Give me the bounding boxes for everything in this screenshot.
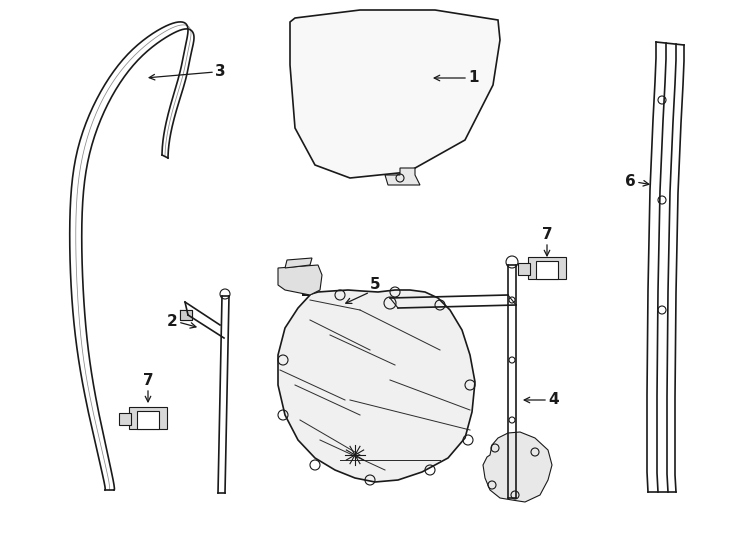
Text: 4: 4 <box>548 393 559 408</box>
Text: 6: 6 <box>625 174 636 190</box>
Polygon shape <box>483 432 552 502</box>
Polygon shape <box>278 265 322 295</box>
Polygon shape <box>385 168 420 185</box>
Polygon shape <box>278 290 475 482</box>
Bar <box>528 257 566 279</box>
Text: 7: 7 <box>142 373 153 388</box>
Text: 5: 5 <box>370 277 381 292</box>
Text: 1: 1 <box>468 71 479 85</box>
Text: 3: 3 <box>215 64 225 79</box>
Polygon shape <box>290 10 500 178</box>
Bar <box>137 411 159 429</box>
Bar <box>129 407 167 429</box>
Text: 7: 7 <box>542 227 552 242</box>
Bar <box>119 413 131 425</box>
Text: 2: 2 <box>167 314 178 329</box>
Bar <box>536 261 558 279</box>
Bar <box>518 263 530 275</box>
Polygon shape <box>180 310 192 320</box>
Polygon shape <box>285 258 312 268</box>
